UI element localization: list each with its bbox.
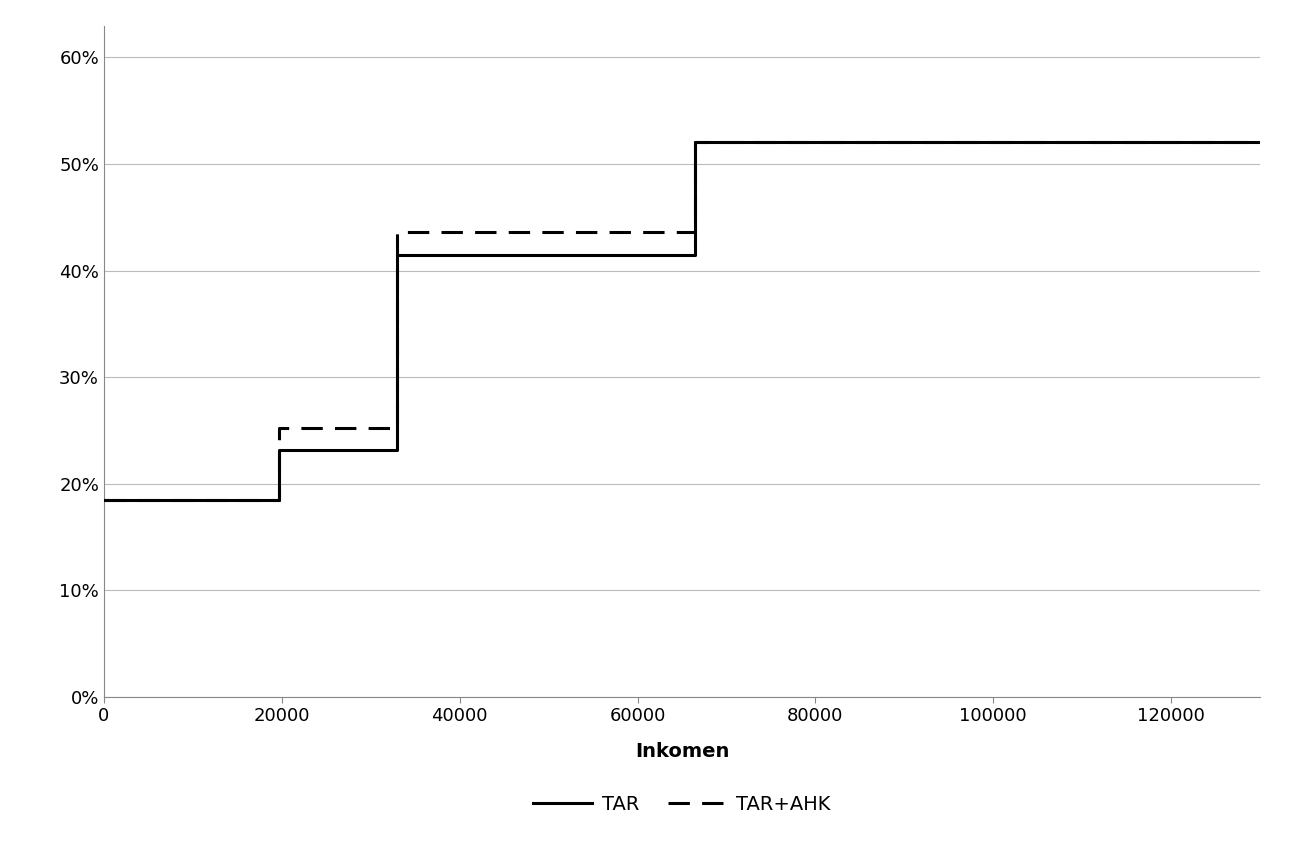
TAR [687,137,703,147]
TAR+AHK [96,495,112,505]
TAR+AHK [270,423,286,434]
TAR+AHK [390,423,405,434]
TAR [390,445,405,455]
Legend: TAR, TAR+AHK: TAR, TAR+AHK [526,787,838,822]
TAR [390,250,405,260]
TAR+AHK [687,137,703,147]
Line: TAR+AHK: TAR+AHK [104,142,1260,500]
TAR [270,445,286,455]
TAR+AHK [390,227,405,237]
Line: TAR: TAR [104,142,1260,500]
X-axis label: Inkomen: Inkomen [635,742,729,761]
TAR [270,495,286,505]
TAR [687,250,703,260]
TAR+AHK [687,227,703,237]
TAR [1252,137,1268,147]
TAR+AHK [1252,137,1268,147]
TAR [96,495,112,505]
TAR+AHK [270,495,286,505]
